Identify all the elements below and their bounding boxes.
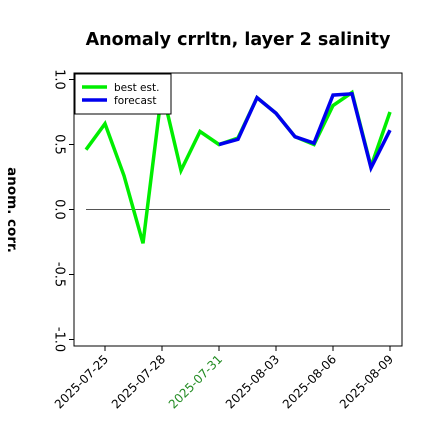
- y-tick-label: 0.0: [51, 199, 66, 220]
- series-lines: [84, 89, 392, 244]
- y-tick-label: 0.5: [51, 134, 66, 155]
- y-tick-label: -0.5: [51, 262, 66, 287]
- x-tick-label: 2025-07-25: [52, 352, 111, 411]
- x-tick-label: 2025-08-06: [280, 352, 339, 411]
- legend-label: forecast: [114, 95, 156, 107]
- y-axis-label: anom. corr.: [4, 167, 20, 253]
- legend-box: [74, 73, 172, 115]
- y-axis-ticks: -1.0 -0.5 0.0 0.5 1.0: [51, 69, 74, 352]
- legend-label: best est.: [114, 82, 159, 94]
- series-line-forecast: [218, 91, 392, 173]
- x-tick-label: 2025-07-28: [109, 352, 168, 411]
- x-tick-label: 2025-08-03: [223, 352, 282, 411]
- chart-title: Anomaly crrltn, layer 2 salinity: [86, 30, 391, 50]
- y-tick-label: 1.0: [51, 69, 66, 90]
- x-tick-label: 2025-08-09: [337, 352, 396, 411]
- x-axis-ticks: 2025-07-252025-07-282025-07-312025-08-03…: [52, 346, 396, 411]
- x-tick-label: 2025-07-31: [166, 352, 225, 411]
- legend: best est.forecast: [74, 73, 172, 115]
- y-tick-label: -1.0: [51, 327, 66, 352]
